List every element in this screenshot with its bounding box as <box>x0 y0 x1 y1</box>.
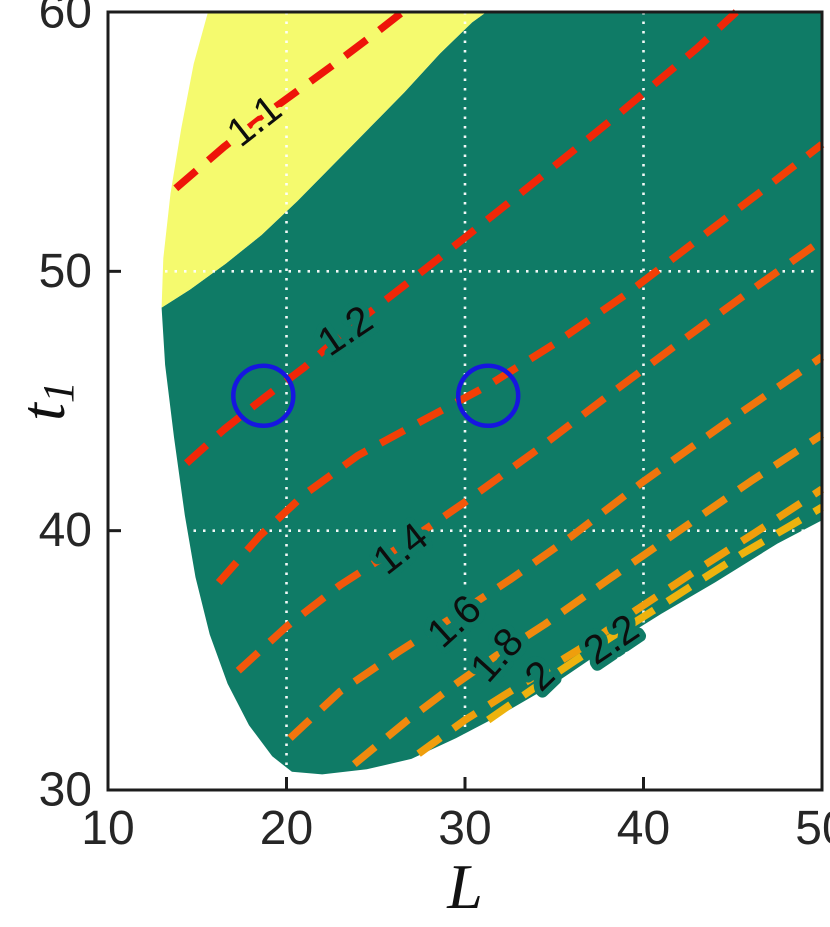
contour-line-1.3 <box>215 141 825 585</box>
x-tick-label-50: 50 <box>795 802 830 855</box>
contour-line-1.6 <box>287 353 825 741</box>
region-teal-feasible <box>161 12 823 775</box>
y-tick-label-50: 50 <box>39 245 92 298</box>
x-tick-label-10: 10 <box>81 802 134 855</box>
y-tick-label-60: 60 <box>39 0 92 39</box>
x-tick-label-40: 40 <box>617 802 670 855</box>
contour-line-1.4 <box>235 237 825 674</box>
y-tick-label-40: 40 <box>39 504 92 557</box>
x-tick-label-30: 30 <box>438 802 491 855</box>
marker-circle-1 <box>231 363 296 429</box>
x-tick-label-20: 20 <box>260 802 313 855</box>
contour-line-1.8 <box>351 431 825 767</box>
marker-circle-2 <box>455 363 521 429</box>
contour-line-1.1 <box>173 9 405 192</box>
y-tick-label-30: 30 <box>39 764 92 817</box>
region-yellow-upper-left <box>161 12 487 308</box>
x-axis-label: L <box>446 851 483 922</box>
y-axis-label: t1 <box>7 381 83 421</box>
contour-line-2.2 <box>486 504 824 724</box>
contour-line-1.2 <box>183 9 739 466</box>
